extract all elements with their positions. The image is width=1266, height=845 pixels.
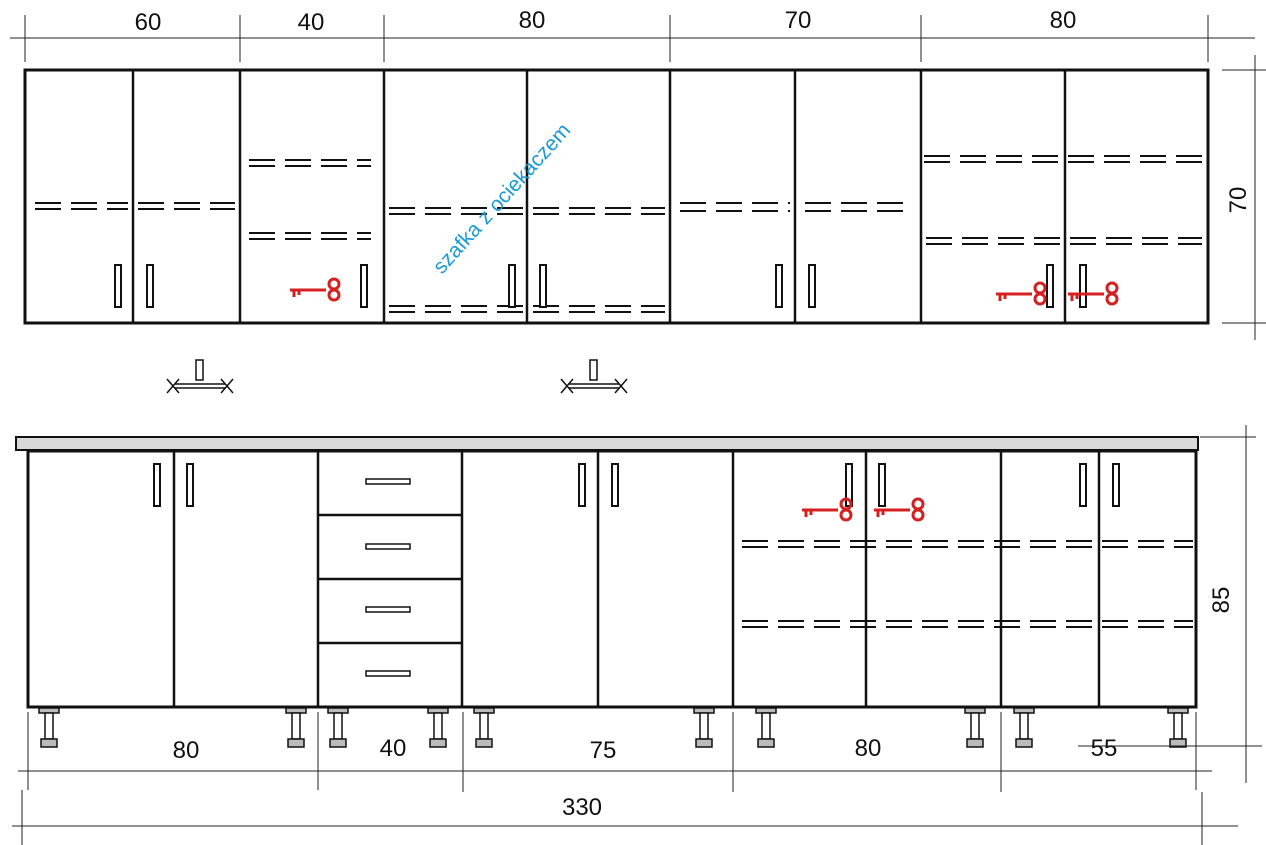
lower-width-label: 75 [590, 737, 617, 764]
lower-width-dimensions: 80 40 75 80 55 [18, 712, 1262, 792]
leg-icon [693, 707, 715, 748]
upper-width-label: 40 [298, 9, 325, 36]
handle-icon [808, 264, 816, 308]
leg-icon [427, 707, 449, 748]
handle-icon [508, 264, 516, 308]
upper-width-label: 80 [519, 7, 546, 34]
key-icon [874, 497, 925, 522]
faucet-icon [166, 359, 234, 394]
key-icon [996, 281, 1047, 306]
handle-icon [775, 264, 783, 308]
upper-height-dimension: 70 [1222, 55, 1266, 340]
upper-width-label: 80 [1050, 7, 1077, 34]
cabinet-legs [38, 707, 1189, 748]
handle-icon [153, 463, 161, 507]
drawer-handle [365, 543, 411, 550]
lower-width-label: 80 [173, 737, 200, 764]
lower-width-label: 40 [380, 735, 407, 762]
upper-cabinets: szafka z ociekaczem [23, 68, 1210, 325]
handle-icon [1079, 264, 1087, 308]
total-width-dimension: 330 [12, 790, 1238, 845]
upper-width-label: 60 [135, 9, 162, 36]
handle-icon [845, 463, 853, 507]
leg-icon [285, 707, 307, 748]
leg-icon [1013, 707, 1035, 748]
lower-width-label: 55 [1091, 735, 1118, 762]
handle-icon [114, 264, 122, 308]
handle-icon [1079, 463, 1087, 507]
drawer-handle [365, 606, 411, 613]
leg-icon [1167, 707, 1189, 748]
lower-cabinets [15, 436, 1199, 709]
upper-shelves [35, 155, 1202, 313]
key-icon [290, 277, 341, 302]
handle-icon [360, 264, 368, 308]
faucet-icon [560, 359, 628, 394]
leg-icon [755, 707, 777, 748]
lower-width-label: 80 [855, 735, 882, 762]
leg-icon [38, 707, 60, 748]
drawer-handle [365, 478, 411, 485]
handle-icon [146, 264, 154, 308]
handle-icon [186, 463, 194, 507]
lower-height-label: 85 [1208, 587, 1235, 614]
total-width-label: 330 [562, 794, 602, 821]
handle-icon [878, 463, 886, 507]
lower-handles [153, 463, 1120, 507]
leg-icon [473, 707, 495, 748]
leg-icon [327, 707, 349, 748]
handle-icon [539, 264, 547, 308]
handle-icon [578, 463, 586, 507]
drawer-stack [318, 478, 462, 677]
key-icon [802, 497, 853, 522]
upper-width-label: 70 [785, 7, 812, 34]
lower-shelves [742, 540, 1193, 628]
upper-width-dimensions: 60 40 80 70 80 [10, 7, 1255, 62]
leg-icon [964, 707, 986, 748]
key-icon [1068, 281, 1119, 306]
lower-height-dimension: 85 [1200, 425, 1256, 783]
drawer-handle [365, 670, 411, 677]
handle-icon [611, 463, 619, 507]
handle-icon [1112, 463, 1120, 507]
upper-handles [114, 264, 1087, 308]
upper-height-label: 70 [1225, 187, 1252, 214]
handle-icon [1046, 264, 1054, 308]
countertop [15, 436, 1199, 451]
